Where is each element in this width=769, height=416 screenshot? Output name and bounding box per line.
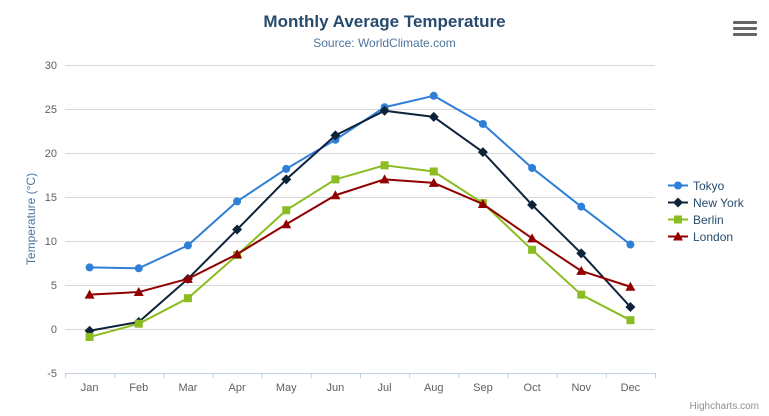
data-point-circle[interactable]	[626, 240, 635, 249]
data-point-square[interactable]	[380, 161, 389, 170]
data-point-diamond[interactable]	[330, 130, 341, 141]
x-axis-label: Sep	[473, 382, 493, 394]
legend-item-tokyo[interactable]: Tokyo	[668, 177, 744, 194]
diamond-marker-icon	[668, 197, 688, 208]
data-point-diamond[interactable]	[625, 302, 636, 312]
data-point-triangle[interactable]	[673, 231, 683, 241]
y-axis-label: 25	[45, 104, 57, 116]
credits-link[interactable]: Highcharts.com	[689, 401, 759, 412]
data-point-triangle[interactable]	[379, 174, 390, 184]
data-point-square[interactable]	[528, 245, 537, 254]
x-axis-label: Mar	[178, 382, 197, 394]
x-axis-label: Oct	[524, 382, 541, 394]
y-axis-label: 15	[45, 192, 57, 204]
data-point-circle[interactable]	[674, 181, 682, 190]
data-point-diamond[interactable]	[477, 147, 488, 158]
data-point-square[interactable]	[429, 167, 438, 176]
y-axis-label: -5	[47, 368, 57, 380]
legend-label: New York	[693, 195, 744, 210]
data-point-diamond[interactable]	[281, 174, 292, 185]
data-point-triangle[interactable]	[84, 289, 95, 299]
data-point-triangle[interactable]	[281, 219, 292, 229]
data-point-triangle[interactable]	[625, 281, 636, 291]
export-menu-button[interactable]	[733, 21, 757, 36]
series-line-london[interactable]	[88, 178, 632, 296]
data-point-square[interactable]	[134, 319, 143, 328]
y-axis-title: Temperature (°C)	[24, 173, 38, 265]
data-point-circle[interactable]	[85, 263, 94, 272]
data-point-circle[interactable]	[233, 197, 242, 206]
data-point-diamond[interactable]	[527, 199, 538, 210]
y-axis-label: 20	[45, 148, 57, 160]
data-point-circle[interactable]	[577, 202, 586, 211]
series-line-tokyo[interactable]	[88, 94, 632, 270]
data-point-circle[interactable]	[183, 241, 192, 250]
data-point-diamond[interactable]	[232, 224, 243, 235]
data-point-triangle[interactable]	[477, 199, 488, 209]
hamburger-icon	[733, 27, 757, 30]
data-point-diamond[interactable]	[576, 248, 587, 259]
data-point-circle[interactable]	[134, 264, 143, 273]
series-line-new-york[interactable]	[88, 109, 632, 332]
legend-label: Berlin	[693, 212, 724, 227]
x-axis-label: Aug	[424, 382, 444, 394]
data-point-square[interactable]	[85, 332, 94, 341]
legend-item-new-york[interactable]: New York	[668, 194, 744, 211]
data-point-square[interactable]	[674, 215, 682, 224]
data-point-triangle[interactable]	[133, 287, 144, 297]
data-point-square[interactable]	[626, 316, 635, 325]
data-point-triangle[interactable]	[576, 265, 587, 275]
chart-title: Monthly Average Temperature	[263, 12, 506, 31]
data-point-triangle[interactable]	[428, 177, 439, 187]
y-axis-label: 5	[51, 280, 57, 292]
x-axis-label: May	[276, 382, 297, 394]
data-point-diamond[interactable]	[428, 111, 439, 122]
legend-label: London	[693, 229, 734, 244]
legend-label: Tokyo	[693, 178, 725, 193]
data-point-triangle[interactable]	[330, 190, 341, 200]
x-axis-label: Apr	[229, 382, 246, 394]
data-point-circle[interactable]	[282, 164, 291, 173]
y-axis-label: 30	[45, 60, 57, 72]
data-point-circle[interactable]	[528, 163, 537, 172]
series-line-berlin[interactable]	[88, 164, 632, 338]
data-point-diamond[interactable]	[379, 105, 390, 116]
triangle-marker-icon	[668, 231, 688, 241]
data-point-square[interactable]	[183, 294, 192, 303]
y-axis-label: 10	[45, 236, 57, 248]
legend: Tokyo New York Berlin London	[668, 177, 744, 245]
legend-item-london[interactable]: London	[668, 228, 744, 245]
data-point-triangle[interactable]	[527, 233, 538, 243]
data-point-circle[interactable]	[478, 119, 487, 128]
data-point-triangle[interactable]	[182, 273, 193, 283]
data-point-square[interactable]	[282, 206, 291, 215]
circle-marker-icon	[668, 181, 688, 190]
x-axis-label: Feb	[129, 382, 148, 394]
square-marker-icon	[668, 215, 688, 224]
x-axis-label: Jul	[378, 382, 392, 394]
chart-subtitle: Source: WorldClimate.com	[313, 36, 456, 50]
legend-item-berlin[interactable]: Berlin	[668, 211, 744, 228]
data-point-circle[interactable]	[429, 91, 438, 100]
x-axis-label: Jan	[81, 382, 99, 394]
y-axis-label: 0	[51, 324, 57, 336]
data-point-triangle[interactable]	[232, 249, 243, 259]
x-axis-label: Dec	[621, 382, 641, 394]
hamburger-icon	[733, 21, 757, 24]
hamburger-icon	[733, 33, 757, 36]
data-point-square[interactable]	[577, 290, 586, 299]
data-point-square[interactable]	[331, 175, 340, 184]
data-point-diamond[interactable]	[673, 197, 683, 208]
x-axis-label: Jun	[327, 382, 345, 394]
x-axis-label: Nov	[571, 382, 591, 394]
